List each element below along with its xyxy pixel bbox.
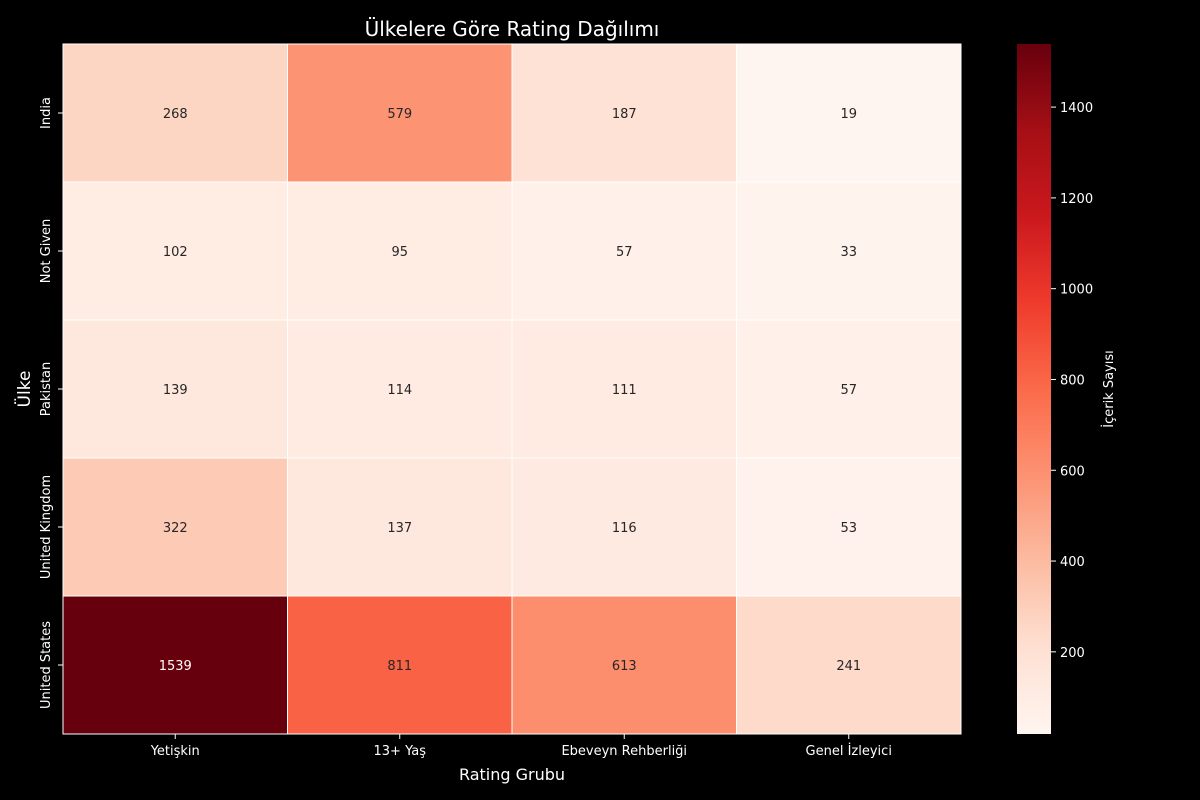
cell-value-label: 137 xyxy=(387,521,412,536)
x-tick-label: Yetişkin xyxy=(150,744,200,759)
colorbar-ticks: 200 400 600 800 1000 1200 1400 xyxy=(1051,101,1093,661)
cell-value-label: 241 xyxy=(836,659,861,674)
heatmap-cell xyxy=(62,43,288,183)
cell-value-label: 95 xyxy=(391,245,408,260)
x-tick-label: Genel İzleyici xyxy=(806,743,892,759)
cell-value-label: 1539 xyxy=(159,659,192,674)
cell-value-label: 187 xyxy=(612,107,637,122)
y-tick-label: India xyxy=(39,97,54,129)
cell-value-label: 57 xyxy=(616,245,633,260)
heatmap-cell xyxy=(62,595,288,735)
colorbar-label: İçerik Sayısı xyxy=(1101,350,1117,428)
heatmap-cell xyxy=(62,457,288,597)
y-axis-label: Ülke xyxy=(13,371,35,408)
heatmap-cell xyxy=(62,181,288,321)
heatmap-cell xyxy=(736,181,962,321)
cell-value-label: 53 xyxy=(840,521,857,536)
colorbar-tick-label: 1400 xyxy=(1060,101,1093,116)
colorbar-tick-label: 600 xyxy=(1060,464,1085,479)
y-tick-label: Pakistan xyxy=(39,362,54,416)
colorbar xyxy=(1017,44,1051,734)
y-tick-label: United Kingdom xyxy=(39,475,54,579)
y-tick-label: Not Given xyxy=(39,219,54,284)
cell-value-label: 57 xyxy=(840,383,857,398)
cell-value-label: 102 xyxy=(163,245,188,260)
heatmap-cell xyxy=(287,319,513,459)
x-axis-label: Rating Grubu xyxy=(459,765,565,784)
heatmap-cells: 268 579 187 19 102 95 57 33 139 114 111 57 322 137 116… xyxy=(62,43,962,735)
heatmap-cell xyxy=(287,457,513,597)
x-axis-ticks: Yetişkin 13+ Yaş Ebeveyn Rehberliği Genel İ… xyxy=(150,734,892,759)
cell-value-label: 322 xyxy=(163,521,188,536)
chart-title: Ülkelere Göre Rating Dağılımı xyxy=(365,17,660,41)
cell-value-label: 33 xyxy=(840,245,857,260)
cell-value-label: 114 xyxy=(387,383,412,398)
heatmap-cell xyxy=(287,595,513,735)
cell-value-label: 579 xyxy=(387,107,412,122)
heatmap-cell xyxy=(511,457,737,597)
colorbar-tick-label: 1200 xyxy=(1060,192,1093,207)
heatmap-cell xyxy=(736,595,962,735)
cell-value-label: 116 xyxy=(612,521,637,536)
y-tick-label: United States xyxy=(39,621,54,709)
colorbar-tick-label: 200 xyxy=(1060,646,1085,661)
cell-value-label: 139 xyxy=(163,383,188,398)
heatmap-cell xyxy=(287,43,513,183)
cell-value-label: 811 xyxy=(387,659,412,674)
heatmap-cell xyxy=(736,457,962,597)
x-tick-label: Ebeveyn Rehberliği xyxy=(561,744,687,759)
heatmap-cell xyxy=(287,181,513,321)
heatmap-cell xyxy=(511,595,737,735)
cell-value-label: 268 xyxy=(163,107,188,122)
cell-value-label: 111 xyxy=(612,383,637,398)
cell-value-label: 613 xyxy=(612,659,637,674)
colorbar-tick-label: 800 xyxy=(1060,373,1085,388)
heatmap-cell xyxy=(511,181,737,321)
heatmap-cell xyxy=(736,43,962,183)
colorbar-tick-label: 400 xyxy=(1060,555,1085,570)
y-axis-ticks: India Not Given Pakistan United Kingdom Unit… xyxy=(39,97,63,709)
colorbar-tick-label: 1000 xyxy=(1060,283,1093,298)
heatmap-cell xyxy=(511,43,737,183)
heatmap-cell xyxy=(736,319,962,459)
cell-value-label: 19 xyxy=(840,107,857,122)
x-tick-label: 13+ Yaş xyxy=(374,744,427,759)
